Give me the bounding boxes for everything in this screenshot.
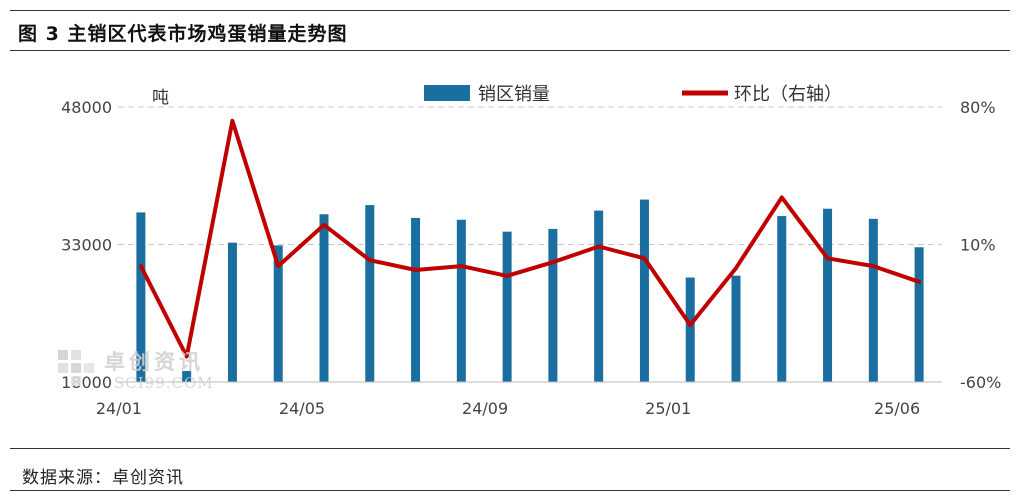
bar <box>868 218 878 382</box>
figure-source: 数据来源：卓创资讯 <box>22 468 184 488</box>
x-tick-label: 25/01 <box>645 399 691 418</box>
line-point <box>323 224 325 226</box>
line-series <box>138 118 922 359</box>
line-point <box>552 261 554 263</box>
watermark-cn: 卓创资讯 <box>104 350 204 374</box>
figure-title: 图 3 主销区代表市场鸡蛋销量走势图 <box>18 23 348 45</box>
x-tick-label: 24/09 <box>462 399 508 418</box>
legend-swatch-bar <box>424 85 470 101</box>
y-right-tick-label: -60% <box>960 373 1001 392</box>
bar <box>365 205 375 382</box>
bar-series <box>136 199 924 382</box>
bar <box>548 228 558 382</box>
line-point <box>689 324 691 326</box>
bar <box>502 231 512 382</box>
y-left-tick-label: 48000 <box>61 98 112 117</box>
x-tick-label: 24/01 <box>96 399 142 418</box>
title-rule <box>10 50 1010 51</box>
x-tick-label: 25/06 <box>874 399 920 418</box>
source-rule <box>10 448 1010 449</box>
line-point <box>277 265 279 267</box>
watermark-logo-icon <box>58 350 94 386</box>
line-point <box>506 275 508 277</box>
line-point <box>415 269 417 271</box>
legend-label-line: 环比（右轴） <box>734 84 842 105</box>
line-point <box>735 267 737 269</box>
line-point <box>643 257 645 259</box>
bar <box>273 245 283 382</box>
top-rule <box>10 10 1010 11</box>
line-point <box>872 265 874 267</box>
x-tick-label: 24/05 <box>279 399 325 418</box>
y-left-tick-label: 33000 <box>61 236 112 255</box>
bar <box>456 219 466 382</box>
line-point <box>460 265 462 267</box>
bar <box>823 208 833 382</box>
y-left-unit-label: 吨 <box>152 88 169 108</box>
bar <box>182 371 192 382</box>
bar <box>319 214 329 382</box>
bar <box>136 212 146 382</box>
bar <box>914 247 924 382</box>
line-point <box>918 281 920 283</box>
line-point <box>140 265 142 267</box>
bar <box>777 216 787 382</box>
y-right-tick-label: 80% <box>960 98 996 117</box>
line-point <box>186 355 188 357</box>
line-point <box>598 245 600 247</box>
watermark-en: SCI99.COM <box>114 374 214 392</box>
y-right-tick-label: 10% <box>960 236 996 255</box>
gridlines <box>118 106 942 245</box>
line-series-path <box>138 118 922 359</box>
bar <box>731 275 741 382</box>
legend: 销区销量 环比（右轴） <box>424 84 842 105</box>
bottom-rule <box>10 490 1010 491</box>
bar <box>685 277 695 382</box>
line-point <box>231 120 233 122</box>
line-point <box>369 259 371 261</box>
legend-label-bar: 销区销量 <box>478 84 550 105</box>
bar <box>411 217 421 382</box>
bar <box>639 199 649 382</box>
bar <box>594 210 604 382</box>
bar <box>227 242 237 382</box>
line-point <box>827 257 829 259</box>
line-point <box>781 196 783 198</box>
